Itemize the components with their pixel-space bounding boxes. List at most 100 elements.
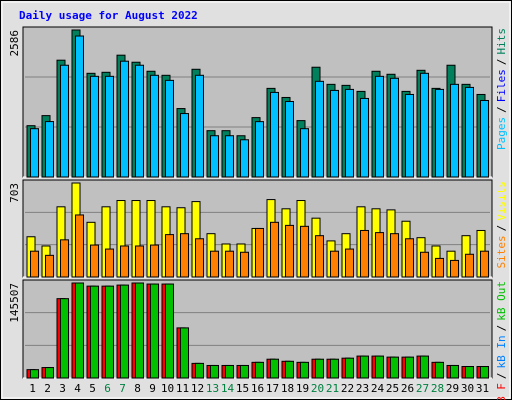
x-tick-label: 22 bbox=[341, 382, 354, 395]
legend-entry: Files bbox=[495, 69, 508, 102]
bar bbox=[165, 234, 174, 278]
bar bbox=[240, 364, 249, 379]
bar bbox=[465, 253, 474, 278]
x-tick-label: 10 bbox=[161, 382, 174, 395]
bar bbox=[390, 233, 399, 278]
x-tick-label: 24 bbox=[371, 382, 385, 395]
bar bbox=[135, 282, 144, 379]
x-tick-label: 13 bbox=[206, 382, 219, 395]
bar bbox=[45, 367, 54, 379]
y-tick-label: 145507 bbox=[8, 283, 21, 323]
bar bbox=[360, 355, 369, 379]
legend-entry: Hits bbox=[495, 28, 508, 55]
bar bbox=[255, 361, 264, 379]
legend: Pages / Files / Hits bbox=[495, 28, 508, 150]
legend-entry: Sites bbox=[495, 235, 508, 268]
bar bbox=[255, 121, 264, 178]
bar bbox=[315, 80, 324, 178]
bar bbox=[315, 358, 324, 379]
bar bbox=[330, 358, 339, 379]
bar bbox=[30, 250, 39, 278]
bar bbox=[120, 60, 129, 178]
bar bbox=[285, 360, 294, 379]
bar bbox=[90, 285, 99, 379]
bar bbox=[360, 97, 369, 178]
bar bbox=[225, 364, 234, 379]
x-tick-label: 18 bbox=[281, 382, 294, 395]
bar bbox=[240, 251, 249, 278]
legend-entry: / bbox=[495, 373, 508, 380]
bar bbox=[60, 64, 69, 178]
bar bbox=[270, 358, 279, 379]
x-tick-label: 23 bbox=[356, 382, 369, 395]
bar bbox=[270, 221, 279, 278]
bar bbox=[465, 366, 474, 379]
x-tick-label: 20 bbox=[311, 382, 324, 395]
bar bbox=[300, 225, 309, 278]
x-tick-label: 8 bbox=[134, 382, 141, 395]
x-tick-label: 6 bbox=[104, 382, 111, 395]
y-tick-label: 2586 bbox=[8, 30, 21, 57]
bar bbox=[150, 244, 159, 278]
x-tick-label: 12 bbox=[191, 382, 204, 395]
bar bbox=[210, 250, 219, 278]
bar bbox=[420, 72, 429, 178]
bar bbox=[270, 91, 279, 178]
x-tick-label: 16 bbox=[251, 382, 264, 395]
legend-entry: kB In bbox=[495, 335, 508, 368]
bar bbox=[195, 362, 204, 379]
x-tick-label: 26 bbox=[401, 382, 414, 395]
legend: kB F / kB In / kB Out bbox=[495, 281, 508, 400]
bar bbox=[90, 75, 99, 178]
bar bbox=[135, 64, 144, 178]
bar bbox=[180, 327, 189, 379]
bar bbox=[210, 135, 219, 178]
bar bbox=[375, 355, 384, 379]
bar bbox=[450, 83, 459, 178]
bar bbox=[480, 250, 489, 278]
bar bbox=[165, 79, 174, 178]
bar bbox=[435, 257, 444, 278]
bar bbox=[450, 259, 459, 278]
bar bbox=[375, 232, 384, 278]
x-tick-label: 28 bbox=[431, 382, 444, 395]
x-tick-label: 7 bbox=[119, 382, 126, 395]
bar bbox=[75, 282, 84, 379]
legend-entry: kB F bbox=[495, 383, 508, 400]
bar bbox=[345, 357, 354, 379]
x-tick-label: 27 bbox=[416, 382, 429, 395]
bar bbox=[45, 254, 54, 278]
bar bbox=[480, 366, 489, 379]
x-tick-label: 1 bbox=[29, 382, 36, 395]
bar bbox=[480, 99, 489, 178]
x-tick-label: 11 bbox=[176, 382, 189, 395]
bar bbox=[30, 128, 39, 178]
bar bbox=[405, 356, 414, 379]
bar bbox=[60, 239, 69, 278]
legend-entry: / bbox=[495, 106, 508, 113]
bar bbox=[75, 214, 84, 278]
bar bbox=[315, 235, 324, 278]
x-tick-label: 29 bbox=[446, 382, 459, 395]
bar bbox=[150, 283, 159, 379]
bar bbox=[375, 75, 384, 178]
bar bbox=[105, 75, 114, 178]
x-tick-label: 2 bbox=[44, 382, 51, 395]
bar bbox=[330, 89, 339, 178]
x-tick-label: 30 bbox=[461, 382, 474, 395]
bar bbox=[210, 364, 219, 379]
bar bbox=[90, 244, 99, 278]
bar bbox=[195, 238, 204, 278]
x-tick-label: 19 bbox=[296, 382, 309, 395]
bar bbox=[105, 248, 114, 278]
bar bbox=[195, 74, 204, 178]
bar bbox=[45, 121, 54, 178]
bar bbox=[150, 74, 159, 178]
bar bbox=[135, 245, 144, 278]
bar bbox=[435, 88, 444, 178]
x-tick-label: 5 bbox=[89, 382, 96, 395]
x-tick-label: 14 bbox=[221, 382, 235, 395]
x-tick-label: 21 bbox=[326, 382, 339, 395]
